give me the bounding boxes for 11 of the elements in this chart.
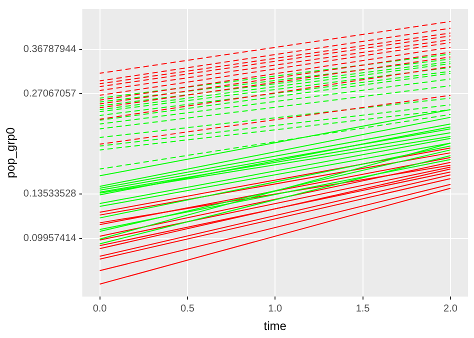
y-axis-title: pop_grp0 (4, 127, 18, 178)
y-tick-label: 0.27067057 (23, 88, 77, 100)
x-tick-label: 1.5 (356, 303, 370, 314)
x-tick-label: 2.0 (444, 303, 458, 314)
x-axis-title: time (264, 319, 287, 334)
y-tick-label: 0.36787944 (23, 44, 77, 56)
x-tick-label: 0.0 (92, 303, 108, 314)
x-tick-label: 0.5 (180, 303, 195, 314)
x-tick-label: 1.0 (268, 303, 283, 314)
y-tick-label: 0.13533528 (23, 188, 77, 200)
y-tick-label: 0.09957414 (23, 233, 77, 244)
